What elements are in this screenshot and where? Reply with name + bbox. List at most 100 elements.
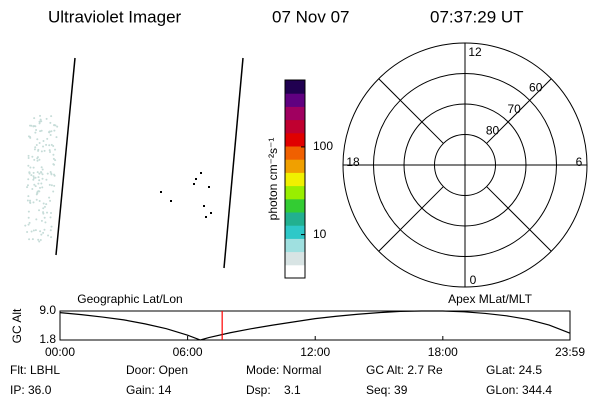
speckle-dot — [41, 173, 44, 176]
speckle-dot — [41, 177, 44, 180]
speckle-dot — [193, 183, 195, 185]
speckle-dot — [205, 216, 207, 218]
speckle-dot — [35, 143, 38, 146]
speckle-dot — [26, 186, 29, 189]
speckle-dot — [52, 153, 55, 156]
annotation: Apex MLat/MLT — [448, 292, 532, 306]
speckle-dot — [54, 148, 57, 151]
swath-edge — [223, 57, 244, 269]
speckle-dot — [32, 177, 35, 180]
speckle-dot — [38, 190, 41, 193]
image-panels — [55, 57, 244, 269]
speckle-dot — [40, 233, 43, 236]
colorbar-segment — [285, 146, 305, 160]
mlt-line — [378, 78, 444, 144]
speckle-dot — [30, 174, 33, 177]
speckle-dot — [37, 238, 40, 241]
speckle-dot — [38, 120, 41, 123]
speckle-dot — [46, 137, 49, 140]
speckle-dot — [28, 238, 31, 241]
date: 07 Nov 07 — [272, 7, 350, 26]
colorbar-tick-label: 10 — [313, 227, 327, 241]
speckle-dot — [208, 186, 210, 188]
speckle-dot — [27, 164, 30, 167]
speckle-dot — [203, 205, 205, 207]
speckle — [24, 114, 212, 243]
speckle-dot — [37, 149, 40, 152]
speckle-dot — [32, 201, 35, 204]
speckle-dot — [40, 182, 43, 185]
speckle-dot — [33, 158, 36, 161]
speckle-dot — [27, 195, 30, 198]
speckle-dot — [45, 178, 48, 181]
speckle-dot — [52, 157, 55, 160]
speckle-dot — [49, 216, 52, 219]
speckle-dot — [31, 155, 34, 158]
speckle-dot — [52, 163, 55, 166]
speckle-dot — [32, 175, 35, 178]
speckle-dot — [38, 200, 41, 203]
speckle-dot — [30, 230, 33, 233]
mlt-label: 0 — [470, 273, 477, 287]
speckle-dot — [24, 224, 27, 227]
mlt-label: 6 — [576, 155, 583, 169]
speckle-dot — [49, 212, 52, 215]
y-tick-label: 1.8 — [39, 332, 56, 346]
speckle-dot — [39, 130, 42, 133]
speckle-dot — [55, 136, 58, 139]
speckle-dot — [53, 124, 56, 127]
speckle-dot — [29, 199, 32, 202]
speckle-dot — [38, 158, 41, 161]
speckle-dot — [160, 191, 162, 193]
speckle-dot — [210, 212, 212, 214]
speckle-dot — [49, 121, 52, 124]
info-field: Mode: Normal — [246, 363, 321, 377]
info-field: GLat: 24.5 — [486, 363, 542, 377]
speckle-dot — [26, 184, 29, 187]
speckle-dot — [46, 172, 49, 175]
speckle-dot — [29, 166, 32, 169]
speckle-dot — [36, 171, 39, 174]
speckle-dot — [49, 150, 52, 153]
speckle-dot — [39, 230, 42, 233]
speckle-dot — [48, 149, 51, 152]
polar-plot — [342, 42, 588, 288]
speckle-dot — [50, 184, 53, 187]
speckle-dot — [30, 124, 33, 127]
speckle-dot — [43, 205, 46, 208]
speckle-dot — [43, 149, 46, 152]
speckle-dot — [35, 129, 38, 132]
speckle-dot — [41, 168, 44, 171]
colorbar-segment — [285, 212, 305, 226]
speckle-dot — [43, 216, 46, 219]
colorbar-label: photon cm⁻²s⁻¹ — [266, 138, 280, 221]
speckle-dot — [27, 135, 30, 138]
speckle-dot — [48, 144, 51, 147]
speckle-dot — [47, 234, 50, 237]
colorbar-segment — [285, 106, 305, 121]
plot-frame — [59, 310, 571, 341]
speckle-dot — [28, 221, 31, 224]
speckle-dot — [27, 216, 30, 219]
speckle-dot — [39, 118, 42, 121]
speckle-dot — [32, 229, 35, 232]
speckle-dot — [40, 150, 43, 153]
x-tick-label: 00:00 — [45, 345, 75, 359]
colorbar-segment — [285, 251, 305, 266]
colorbar-segment — [285, 93, 305, 107]
colorbar-segment — [285, 159, 305, 173]
info-field: IP: 36.0 — [10, 383, 52, 397]
speckle-dot — [44, 221, 47, 224]
speckle-dot — [34, 176, 37, 179]
speckle-dot — [42, 207, 45, 210]
speckle-dot — [200, 172, 202, 174]
speckle-dot — [29, 201, 32, 204]
speckle-dot — [36, 157, 39, 160]
colorbar-frame — [284, 79, 306, 279]
speckle-dot — [33, 117, 36, 120]
speckle-dot — [49, 133, 52, 136]
y-axis-label: GC Alt — [10, 308, 24, 343]
info-field: Dsp: 3.1 — [246, 383, 301, 397]
speckle-dot — [27, 156, 30, 159]
lat-label: 80 — [486, 124, 500, 138]
